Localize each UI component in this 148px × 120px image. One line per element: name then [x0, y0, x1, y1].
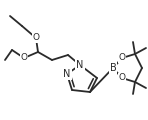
Text: O: O — [33, 33, 40, 42]
Text: O: O — [21, 54, 28, 63]
Text: N: N — [63, 69, 71, 79]
Text: O: O — [119, 54, 126, 63]
Text: O: O — [119, 73, 126, 83]
Text: B: B — [110, 63, 116, 73]
Text: N: N — [76, 60, 84, 70]
